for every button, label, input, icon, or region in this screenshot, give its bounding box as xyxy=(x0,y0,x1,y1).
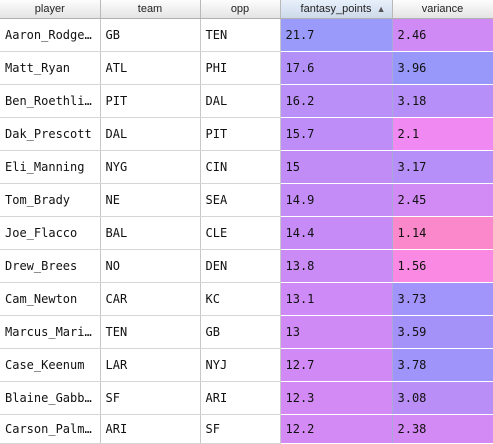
cell-team[interactable]: TEN xyxy=(100,315,201,349)
cell-fantasy-points[interactable]: 13 xyxy=(280,315,393,349)
cell-opp[interactable]: GB xyxy=(200,315,281,349)
cell-player[interactable]: Eli_Manning xyxy=(0,150,101,184)
cell-opp[interactable]: PHI xyxy=(200,51,281,85)
cell-player[interactable]: Carson_Palm… xyxy=(0,414,101,444)
cell-fantasy-points[interactable]: 21.7 xyxy=(280,18,393,52)
header-row: player team opp fantasy_points ▲ variance xyxy=(0,0,493,19)
column-header-label: player xyxy=(34,3,65,15)
cell-team[interactable]: ARI xyxy=(100,414,201,444)
column-header-opp[interactable]: opp xyxy=(200,0,281,19)
cell-player[interactable]: Aaron_Rodge… xyxy=(0,18,101,52)
table-row[interactable]: Aaron_Rodge… GB TEN 21.7 2.46 xyxy=(0,18,493,52)
cell-player[interactable]: Matt_Ryan xyxy=(0,51,101,85)
cell-variance[interactable]: 3.08 xyxy=(392,381,493,415)
cell-team[interactable]: CAR xyxy=(100,282,201,316)
cell-team[interactable]: PIT xyxy=(100,84,201,118)
cell-opp[interactable]: TEN xyxy=(200,18,281,52)
cell-fantasy-points[interactable]: 13.1 xyxy=(280,282,393,316)
table-row[interactable]: Carson_Palm… ARI SF 12.2 2.38 xyxy=(0,414,493,444)
cell-opp[interactable]: CIN xyxy=(200,150,281,184)
cell-opp[interactable]: DAL xyxy=(200,84,281,118)
cell-team[interactable]: GB xyxy=(100,18,201,52)
cell-fantasy-points[interactable]: 16.2 xyxy=(280,84,393,118)
sort-up-icon[interactable]: ▲ xyxy=(376,4,386,14)
table-row[interactable]: Eli_Manning NYG CIN 15 3.17 xyxy=(0,150,493,184)
cell-fantasy-points[interactable]: 14.4 xyxy=(280,216,393,250)
cell-player[interactable]: Drew_Brees xyxy=(0,249,101,283)
table-row[interactable]: Ben_Roethli… PIT DAL 16.2 3.18 xyxy=(0,84,493,118)
cell-variance[interactable]: 3.78 xyxy=(392,348,493,382)
table-row[interactable]: Tom_Brady NE SEA 14.9 2.45 xyxy=(0,183,493,217)
cell-variance[interactable]: 2.45 xyxy=(392,183,493,217)
cell-opp[interactable]: PIT xyxy=(200,117,281,151)
column-header-label: team xyxy=(137,3,163,15)
table-row[interactable]: Blaine_Gabb… SF ARI 12.3 3.08 xyxy=(0,381,493,415)
cell-variance[interactable]: 3.59 xyxy=(392,315,493,349)
cell-player[interactable]: Cam_Newton xyxy=(0,282,101,316)
cell-variance[interactable]: 3.73 xyxy=(392,282,493,316)
cell-team[interactable]: NE xyxy=(100,183,201,217)
cell-player[interactable]: Blaine_Gabb… xyxy=(0,381,101,415)
cell-opp[interactable]: ARI xyxy=(200,381,281,415)
cell-team[interactable]: LAR xyxy=(100,348,201,382)
cell-fantasy-points[interactable]: 14.9 xyxy=(280,183,393,217)
grid-header: player team opp fantasy_points ▲ variance xyxy=(0,0,493,19)
cell-player[interactable]: Case_Keenum xyxy=(0,348,101,382)
cell-team[interactable]: SF xyxy=(100,381,201,415)
table-row[interactable]: Cam_Newton CAR KC 13.1 3.73 xyxy=(0,282,493,316)
cell-opp[interactable]: SF xyxy=(200,414,281,444)
cell-variance[interactable]: 2.38 xyxy=(392,414,493,444)
table-row[interactable]: Case_Keenum LAR NYJ 12.7 3.78 xyxy=(0,348,493,382)
cell-player[interactable]: Ben_Roethli… xyxy=(0,84,101,118)
cell-fantasy-points[interactable]: 15 xyxy=(280,150,393,184)
table-row[interactable]: Joe_Flacco BAL CLE 14.4 1.14 xyxy=(0,216,493,250)
cell-team[interactable]: DAL xyxy=(100,117,201,151)
cell-team[interactable]: NO xyxy=(100,249,201,283)
table-row[interactable]: Marcus_Mari… TEN GB 13 3.59 xyxy=(0,315,493,349)
column-header-player[interactable]: player xyxy=(0,0,101,19)
cell-fantasy-points[interactable]: 17.6 xyxy=(280,51,393,85)
cell-opp[interactable]: KC xyxy=(200,282,281,316)
cell-player[interactable]: Tom_Brady xyxy=(0,183,101,217)
column-header-label: opp xyxy=(230,3,250,15)
table-row[interactable]: Dak_Prescott DAL PIT 15.7 2.1 xyxy=(0,117,493,151)
cell-team[interactable]: BAL xyxy=(100,216,201,250)
table-row[interactable]: Drew_Brees NO DEN 13.8 1.56 xyxy=(0,249,493,283)
cell-player[interactable]: Joe_Flacco xyxy=(0,216,101,250)
cell-variance[interactable]: 1.14 xyxy=(392,216,493,250)
column-header-team[interactable]: team xyxy=(100,0,201,19)
cell-opp[interactable]: DEN xyxy=(200,249,281,283)
column-header-label: variance xyxy=(421,3,464,15)
cell-variance[interactable]: 2.46 xyxy=(392,18,493,52)
cell-fantasy-points[interactable]: 13.8 xyxy=(280,249,393,283)
cell-variance[interactable]: 3.17 xyxy=(392,150,493,184)
column-header-label: fantasy_points xyxy=(300,3,372,15)
cell-player[interactable]: Marcus_Mari… xyxy=(0,315,101,349)
grid-body: Aaron_Rodge… GB TEN 21.7 2.46 Matt_Ryan ATL PHI… xyxy=(0,18,493,444)
cell-fantasy-points[interactable]: 12.2 xyxy=(280,414,393,444)
cell-team[interactable]: NYG xyxy=(100,150,201,184)
cell-opp[interactable]: CLE xyxy=(200,216,281,250)
cell-variance[interactable]: 1.56 xyxy=(392,249,493,283)
cell-opp[interactable]: SEA xyxy=(200,183,281,217)
cell-fantasy-points[interactable]: 15.7 xyxy=(280,117,393,151)
cell-player[interactable]: Dak_Prescott xyxy=(0,117,101,151)
cell-variance[interactable]: 3.96 xyxy=(392,51,493,85)
cell-variance[interactable]: 3.18 xyxy=(392,84,493,118)
cell-fantasy-points[interactable]: 12.3 xyxy=(280,381,393,415)
cell-opp[interactable]: NYJ xyxy=(200,348,281,382)
cell-fantasy-points[interactable]: 12.7 xyxy=(280,348,393,382)
column-header-variance[interactable]: variance xyxy=(392,0,493,19)
cell-variance[interactable]: 2.1 xyxy=(392,117,493,151)
table-row[interactable]: Matt_Ryan ATL PHI 17.6 3.96 xyxy=(0,51,493,85)
cell-team[interactable]: ATL xyxy=(100,51,201,85)
column-header-fantasy-points[interactable]: fantasy_points ▲ xyxy=(280,0,393,19)
